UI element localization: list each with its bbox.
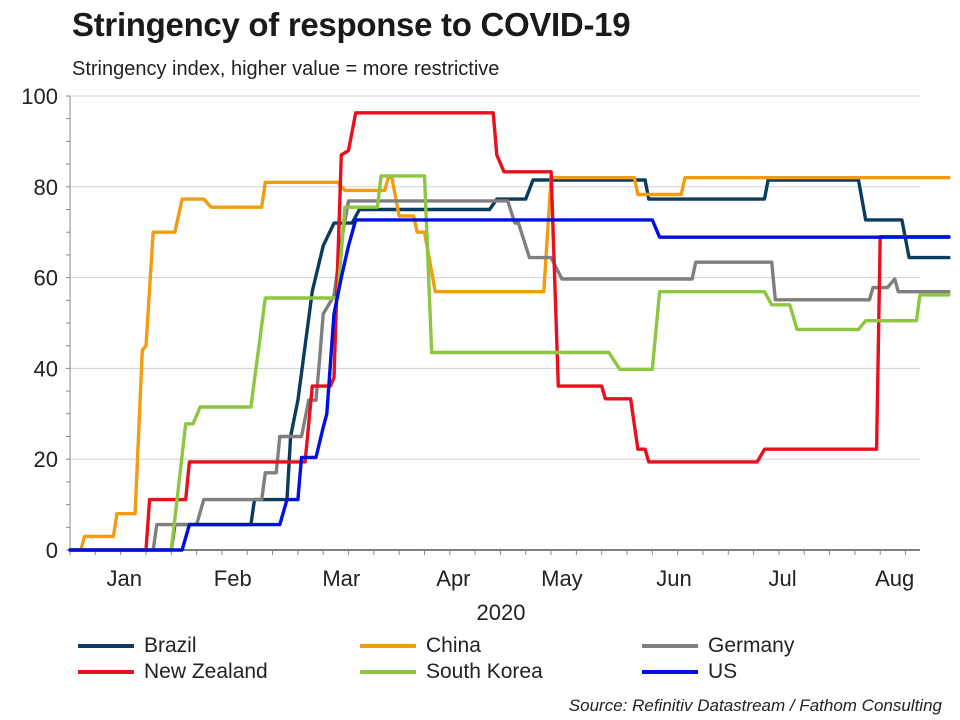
legend-swatch-new-zealand	[78, 670, 134, 674]
y-tick-label-40: 40	[34, 356, 58, 381]
y-tick-label-60: 60	[34, 266, 58, 291]
series-line-new-zealand	[68, 111, 951, 552]
x-tick-label-feb: Feb	[214, 566, 252, 591]
chart-subtitle: Stringency index, higher value = more re…	[72, 58, 500, 80]
legend-label-south-korea: South Korea	[426, 660, 543, 683]
y-tick-label-80: 80	[34, 175, 58, 200]
legend-item-south-korea: South Korea	[360, 660, 543, 684]
legend-swatch-germany	[642, 644, 698, 648]
series-line-brazil	[68, 178, 951, 552]
legend-label-germany: Germany	[708, 634, 795, 657]
legend-swatch-china	[360, 644, 416, 648]
y-tick-label-100: 100	[21, 84, 58, 109]
x-axis-label: 2020	[477, 600, 526, 625]
legend-label-china: China	[426, 634, 481, 657]
series-line-germany	[68, 199, 951, 552]
x-tick-label-may: May	[541, 566, 583, 591]
y-tick-label-20: 20	[34, 447, 58, 472]
legend-label-new-zealand: New Zealand	[144, 660, 268, 683]
legend-item-us: US	[642, 660, 737, 684]
source-note: Source: Refinitiv Datastream / Fathom Co…	[568, 696, 942, 715]
y-tick-label-0: 0	[46, 538, 58, 563]
legend-item-brazil: Brazil	[78, 634, 197, 658]
legend-label-us: US	[708, 660, 738, 683]
x-tick-label-jul: Jul	[768, 566, 796, 591]
legend-swatch-us	[642, 670, 698, 674]
series-line-us	[68, 218, 951, 552]
x-tick-label-mar: Mar	[322, 566, 360, 591]
x-tick-label-jan: Jan	[107, 566, 142, 591]
legend-label-brazil: Brazil	[144, 634, 197, 657]
x-tick-label-aug: Aug	[875, 566, 914, 591]
legend-swatch-brazil	[78, 644, 134, 648]
series-line-china	[68, 175, 951, 552]
legend-item-china: China	[360, 634, 481, 658]
legend-swatch-south-korea	[360, 670, 416, 674]
chart-title: Stringency of response to COVID-19	[72, 6, 631, 43]
legend-item-new-zealand: New Zealand	[78, 660, 268, 684]
legend-item-germany: Germany	[642, 634, 794, 658]
x-tick-label-jun: Jun	[656, 566, 691, 591]
x-tick-label-apr: Apr	[436, 566, 470, 591]
series-line-south-korea	[68, 174, 951, 552]
